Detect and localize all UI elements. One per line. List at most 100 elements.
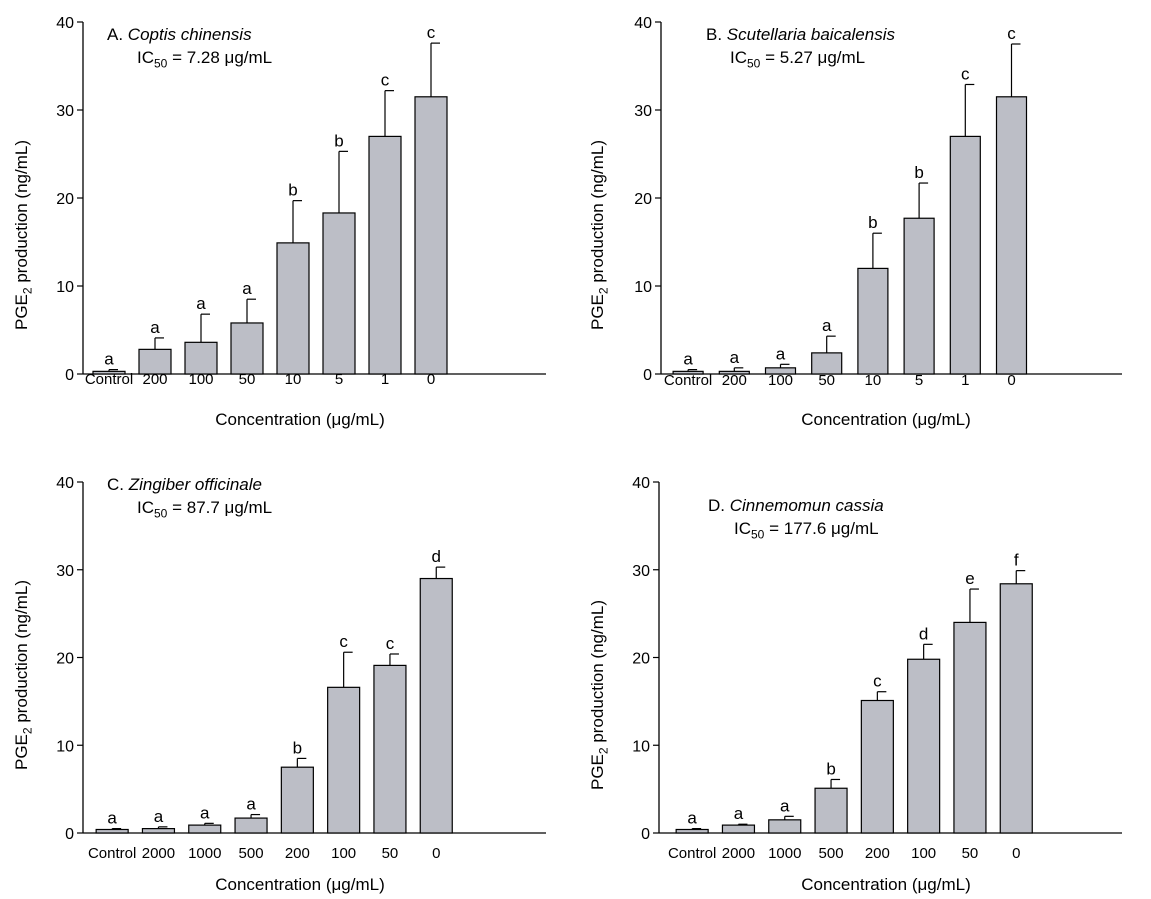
bar bbox=[953, 621, 987, 834]
bar-chart-d: 010203040aControla2000a1000b500c200d100e… bbox=[632, 475, 1122, 862]
bar bbox=[368, 135, 402, 375]
species-name: Scutellaria baicalensis bbox=[726, 25, 895, 44]
y-tick-label: 30 bbox=[56, 563, 74, 580]
x-tick-label: 2000 bbox=[142, 845, 175, 862]
x-axis-label: Concentration (μg/mL) bbox=[801, 410, 971, 429]
significance-label: a bbox=[196, 294, 206, 313]
x-tick-label: 1000 bbox=[188, 845, 221, 862]
significance-label: f bbox=[1014, 551, 1019, 570]
significance-label: c bbox=[1007, 24, 1016, 43]
bar bbox=[419, 577, 453, 834]
significance-label: a bbox=[246, 795, 256, 814]
y-tick-label: 20 bbox=[56, 651, 74, 668]
significance-label: a bbox=[730, 348, 740, 367]
significance-label: c bbox=[961, 64, 970, 83]
significance-label: c bbox=[339, 632, 348, 651]
x-tick-label: 1 bbox=[381, 371, 389, 388]
significance-label: b bbox=[293, 738, 302, 757]
species-name: Cinnemomun cassia bbox=[729, 496, 884, 515]
y-tick-label: 10 bbox=[56, 279, 74, 296]
x-tick-label: 500 bbox=[239, 845, 264, 862]
x-tick-label: 10 bbox=[285, 371, 302, 388]
significance-label: b bbox=[288, 181, 297, 200]
x-tick-label: Control bbox=[668, 845, 716, 862]
ic50-annotation: IC50 = 87.7 μg/mL bbox=[137, 498, 273, 521]
significance-label: a bbox=[734, 804, 744, 823]
chart-panel-c: 0 10 20 30 40 a Control a 2000 a 1000 a 500 b 200 c 100 c… bbox=[0, 450, 575, 899]
chart-panel-b: 0 10 20 30 40 a Control a 200 a 100 a 50 b 10 b 5 c 1 c 0 B.… bbox=[576, 0, 1151, 449]
y-tick-label: 10 bbox=[634, 279, 652, 296]
x-tick-label: 100 bbox=[188, 371, 213, 388]
panel-letter: D. bbox=[708, 496, 725, 515]
significance-label: b bbox=[826, 759, 835, 778]
bar bbox=[184, 341, 218, 375]
bar bbox=[814, 787, 848, 834]
y-tick-label: 0 bbox=[65, 826, 74, 843]
x-axis-label: Concentration (μg/mL) bbox=[215, 410, 385, 429]
species-name: Coptis chinensis bbox=[127, 25, 252, 44]
ic50-annotation: IC50 = 5.27 μg/mL bbox=[730, 48, 866, 71]
species-name: Zingiber officinale bbox=[128, 475, 262, 494]
x-tick-label: 0 bbox=[432, 845, 440, 862]
significance-label: c bbox=[873, 672, 882, 691]
significance-label: a bbox=[242, 279, 252, 298]
x-tick-label: 50 bbox=[239, 371, 256, 388]
y-tick-label: 0 bbox=[643, 367, 652, 384]
y-axis-label: PGE2 production (ng/mL) bbox=[12, 580, 35, 770]
y-axis-label: PGE2 production (ng/mL) bbox=[12, 140, 35, 330]
bar bbox=[860, 699, 894, 834]
x-tick-label: 200 bbox=[865, 845, 890, 862]
bar bbox=[230, 322, 264, 375]
significance-label: a bbox=[150, 318, 160, 337]
x-tick-label: 100 bbox=[911, 845, 936, 862]
x-tick-label: 1 bbox=[961, 372, 969, 389]
bar bbox=[188, 824, 222, 834]
y-axis-label: PGE2 production (ng/mL) bbox=[588, 140, 611, 330]
bar bbox=[999, 583, 1033, 834]
x-tick-label: 10 bbox=[865, 372, 882, 389]
x-tick-label: 50 bbox=[962, 845, 979, 862]
bar bbox=[768, 819, 802, 834]
bar bbox=[234, 817, 268, 834]
significance-label: b bbox=[914, 163, 923, 182]
bar bbox=[141, 828, 176, 834]
y-tick-label: 30 bbox=[632, 563, 650, 580]
x-tick-label: 50 bbox=[818, 372, 835, 389]
significance-label: a bbox=[107, 809, 117, 828]
y-tick-label: 20 bbox=[632, 651, 650, 668]
significance-label: a bbox=[104, 350, 114, 369]
significance-label: c bbox=[386, 634, 395, 653]
x-tick-label: 0 bbox=[1012, 845, 1020, 862]
panel-title: C. Zingiber officinale bbox=[107, 475, 262, 495]
bar bbox=[811, 352, 843, 375]
bar bbox=[373, 664, 407, 834]
bar bbox=[949, 135, 981, 375]
significance-label: b bbox=[868, 213, 877, 232]
significance-label: e bbox=[965, 569, 974, 588]
chart-panel-d: 0 10 20 30 40 a Control a 2000 a 1000 b 500 c 200 d 100 e… bbox=[576, 450, 1151, 899]
bar bbox=[276, 242, 310, 375]
significance-label: b bbox=[334, 131, 343, 150]
significance-label: c bbox=[381, 71, 390, 90]
y-tick-label: 10 bbox=[632, 738, 650, 755]
bar bbox=[675, 828, 709, 834]
y-tick-label: 20 bbox=[56, 191, 74, 208]
x-tick-label: 1000 bbox=[768, 845, 801, 862]
x-tick-label: 100 bbox=[331, 845, 356, 862]
panel-title: B. Scutellaria baicalensis bbox=[706, 25, 895, 45]
significance-label: a bbox=[780, 796, 790, 815]
x-tick-label: 0 bbox=[1007, 372, 1015, 389]
ic50-annotation: IC50 = 177.6 μg/mL bbox=[734, 519, 879, 542]
y-tick-label: 40 bbox=[56, 15, 74, 32]
x-tick-label: 0 bbox=[427, 371, 435, 388]
bar bbox=[414, 96, 448, 375]
x-axis-label: Concentration (μg/mL) bbox=[215, 875, 385, 894]
x-tick-label: 200 bbox=[285, 845, 310, 862]
chart-panel-a: 0 10 20 30 40 a Control a 200 a 100 a 50 b 10 b 5 c 1 c 0 A.… bbox=[0, 0, 575, 449]
y-tick-label: 0 bbox=[641, 826, 650, 843]
panel-title: D. Cinnemomun cassia bbox=[708, 496, 884, 516]
significance-label: d bbox=[919, 624, 928, 643]
y-tick-label: 30 bbox=[634, 103, 652, 120]
bar bbox=[857, 267, 889, 375]
ic50-annotation: IC50 = 7.28 μg/mL bbox=[137, 48, 273, 71]
